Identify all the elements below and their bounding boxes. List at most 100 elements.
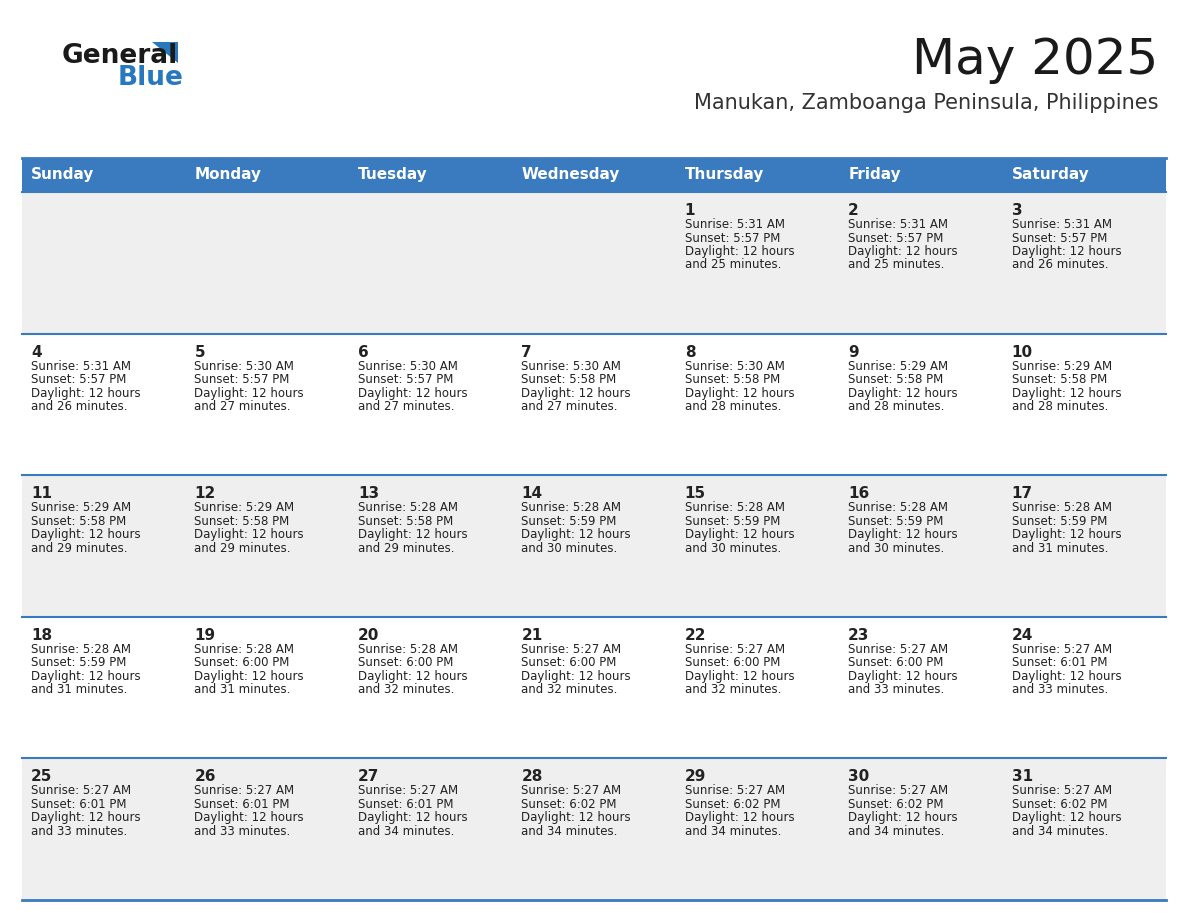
Text: Sunset: 6:01 PM: Sunset: 6:01 PM <box>195 798 290 811</box>
Text: 10: 10 <box>1011 344 1032 360</box>
Text: and 33 minutes.: and 33 minutes. <box>848 683 944 696</box>
Text: and 27 minutes.: and 27 minutes. <box>358 400 454 413</box>
Bar <box>1003 158 1165 192</box>
Text: Sunrise: 5:30 AM: Sunrise: 5:30 AM <box>684 360 784 373</box>
Text: 28: 28 <box>522 769 543 784</box>
Text: Sunrise: 5:28 AM: Sunrise: 5:28 AM <box>1011 501 1112 514</box>
Text: Sunrise: 5:28 AM: Sunrise: 5:28 AM <box>848 501 948 514</box>
Text: 17: 17 <box>1011 487 1032 501</box>
Text: Daylight: 12 hours: Daylight: 12 hours <box>31 386 140 399</box>
Text: Sunrise: 5:30 AM: Sunrise: 5:30 AM <box>358 360 457 373</box>
Text: Daylight: 12 hours: Daylight: 12 hours <box>195 528 304 542</box>
Text: Daylight: 12 hours: Daylight: 12 hours <box>195 386 304 399</box>
Text: 4: 4 <box>31 344 42 360</box>
Text: 19: 19 <box>195 628 215 643</box>
Text: Sunrise: 5:27 AM: Sunrise: 5:27 AM <box>1011 784 1112 798</box>
Text: Sunrise: 5:28 AM: Sunrise: 5:28 AM <box>195 643 295 655</box>
Text: Daylight: 12 hours: Daylight: 12 hours <box>684 528 795 542</box>
Text: Sunrise: 5:29 AM: Sunrise: 5:29 AM <box>1011 360 1112 373</box>
Text: 31: 31 <box>1011 769 1032 784</box>
Text: 6: 6 <box>358 344 368 360</box>
Text: Sunset: 5:57 PM: Sunset: 5:57 PM <box>31 373 126 386</box>
Text: Saturday: Saturday <box>1011 167 1089 183</box>
Text: Monday: Monday <box>195 167 261 183</box>
Text: 25: 25 <box>31 769 52 784</box>
Text: Daylight: 12 hours: Daylight: 12 hours <box>684 386 795 399</box>
Text: and 34 minutes.: and 34 minutes. <box>848 825 944 838</box>
Text: 3: 3 <box>1011 203 1022 218</box>
Text: Sunset: 5:57 PM: Sunset: 5:57 PM <box>195 373 290 386</box>
Text: and 28 minutes.: and 28 minutes. <box>684 400 781 413</box>
Text: Daylight: 12 hours: Daylight: 12 hours <box>1011 386 1121 399</box>
Bar <box>23 758 1165 900</box>
Text: and 29 minutes.: and 29 minutes. <box>358 542 454 554</box>
Text: May 2025: May 2025 <box>911 36 1158 84</box>
Text: Sunrise: 5:27 AM: Sunrise: 5:27 AM <box>522 643 621 655</box>
Text: Daylight: 12 hours: Daylight: 12 hours <box>848 670 958 683</box>
Text: and 33 minutes.: and 33 minutes. <box>1011 683 1108 696</box>
Text: Wednesday: Wednesday <box>522 167 620 183</box>
Text: Sunrise: 5:30 AM: Sunrise: 5:30 AM <box>195 360 295 373</box>
Text: Sunrise: 5:27 AM: Sunrise: 5:27 AM <box>522 784 621 798</box>
Text: Sunday: Sunday <box>31 167 94 183</box>
Text: Sunset: 6:01 PM: Sunset: 6:01 PM <box>1011 656 1107 669</box>
Text: Sunrise: 5:28 AM: Sunrise: 5:28 AM <box>358 501 457 514</box>
Polygon shape <box>152 42 178 63</box>
Bar <box>185 158 349 192</box>
Text: Blue: Blue <box>118 65 184 91</box>
Text: 13: 13 <box>358 487 379 501</box>
Bar <box>23 476 1165 617</box>
Text: Sunrise: 5:31 AM: Sunrise: 5:31 AM <box>684 218 785 231</box>
Text: Sunset: 6:02 PM: Sunset: 6:02 PM <box>1011 798 1107 811</box>
Text: Sunset: 6:01 PM: Sunset: 6:01 PM <box>31 798 126 811</box>
Text: and 34 minutes.: and 34 minutes. <box>522 825 618 838</box>
Text: 18: 18 <box>31 628 52 643</box>
Text: Daylight: 12 hours: Daylight: 12 hours <box>522 386 631 399</box>
Text: and 26 minutes.: and 26 minutes. <box>31 400 127 413</box>
Text: Daylight: 12 hours: Daylight: 12 hours <box>195 670 304 683</box>
Text: Daylight: 12 hours: Daylight: 12 hours <box>522 528 631 542</box>
Text: Sunset: 5:58 PM: Sunset: 5:58 PM <box>522 373 617 386</box>
Text: Sunrise: 5:28 AM: Sunrise: 5:28 AM <box>358 643 457 655</box>
Text: Daylight: 12 hours: Daylight: 12 hours <box>358 670 468 683</box>
Text: 22: 22 <box>684 628 706 643</box>
Text: 20: 20 <box>358 628 379 643</box>
Text: Sunrise: 5:30 AM: Sunrise: 5:30 AM <box>522 360 621 373</box>
Text: and 30 minutes.: and 30 minutes. <box>848 542 944 554</box>
Bar <box>23 617 1165 758</box>
Text: Thursday: Thursday <box>684 167 764 183</box>
Text: Sunset: 5:58 PM: Sunset: 5:58 PM <box>1011 373 1107 386</box>
Bar <box>23 158 185 192</box>
Text: Sunrise: 5:28 AM: Sunrise: 5:28 AM <box>31 643 131 655</box>
Text: and 34 minutes.: and 34 minutes. <box>358 825 454 838</box>
Text: Sunset: 5:57 PM: Sunset: 5:57 PM <box>848 231 943 244</box>
Text: Daylight: 12 hours: Daylight: 12 hours <box>684 670 795 683</box>
Text: Friday: Friday <box>848 167 901 183</box>
Text: Sunrise: 5:27 AM: Sunrise: 5:27 AM <box>848 643 948 655</box>
Text: Daylight: 12 hours: Daylight: 12 hours <box>848 812 958 824</box>
Text: Sunset: 5:58 PM: Sunset: 5:58 PM <box>195 515 290 528</box>
Text: Daylight: 12 hours: Daylight: 12 hours <box>358 812 468 824</box>
Text: Daylight: 12 hours: Daylight: 12 hours <box>1011 670 1121 683</box>
Text: Sunrise: 5:31 AM: Sunrise: 5:31 AM <box>848 218 948 231</box>
Text: Sunset: 5:58 PM: Sunset: 5:58 PM <box>31 515 126 528</box>
Bar <box>839 158 1003 192</box>
Bar <box>23 333 1165 476</box>
Text: 8: 8 <box>684 344 695 360</box>
Text: 12: 12 <box>195 487 216 501</box>
Text: 29: 29 <box>684 769 706 784</box>
Text: 24: 24 <box>1011 628 1032 643</box>
Text: Sunrise: 5:31 AM: Sunrise: 5:31 AM <box>1011 218 1112 231</box>
Text: and 32 minutes.: and 32 minutes. <box>522 683 618 696</box>
Text: Sunset: 6:00 PM: Sunset: 6:00 PM <box>848 656 943 669</box>
Text: Sunset: 5:59 PM: Sunset: 5:59 PM <box>1011 515 1107 528</box>
Text: and 31 minutes.: and 31 minutes. <box>31 683 127 696</box>
Text: Daylight: 12 hours: Daylight: 12 hours <box>848 245 958 258</box>
Text: Daylight: 12 hours: Daylight: 12 hours <box>1011 528 1121 542</box>
Text: Sunset: 6:00 PM: Sunset: 6:00 PM <box>522 656 617 669</box>
Text: Sunset: 5:59 PM: Sunset: 5:59 PM <box>31 656 126 669</box>
Bar <box>512 158 676 192</box>
Text: Daylight: 12 hours: Daylight: 12 hours <box>358 528 468 542</box>
Text: and 28 minutes.: and 28 minutes. <box>1011 400 1108 413</box>
Bar <box>349 158 512 192</box>
